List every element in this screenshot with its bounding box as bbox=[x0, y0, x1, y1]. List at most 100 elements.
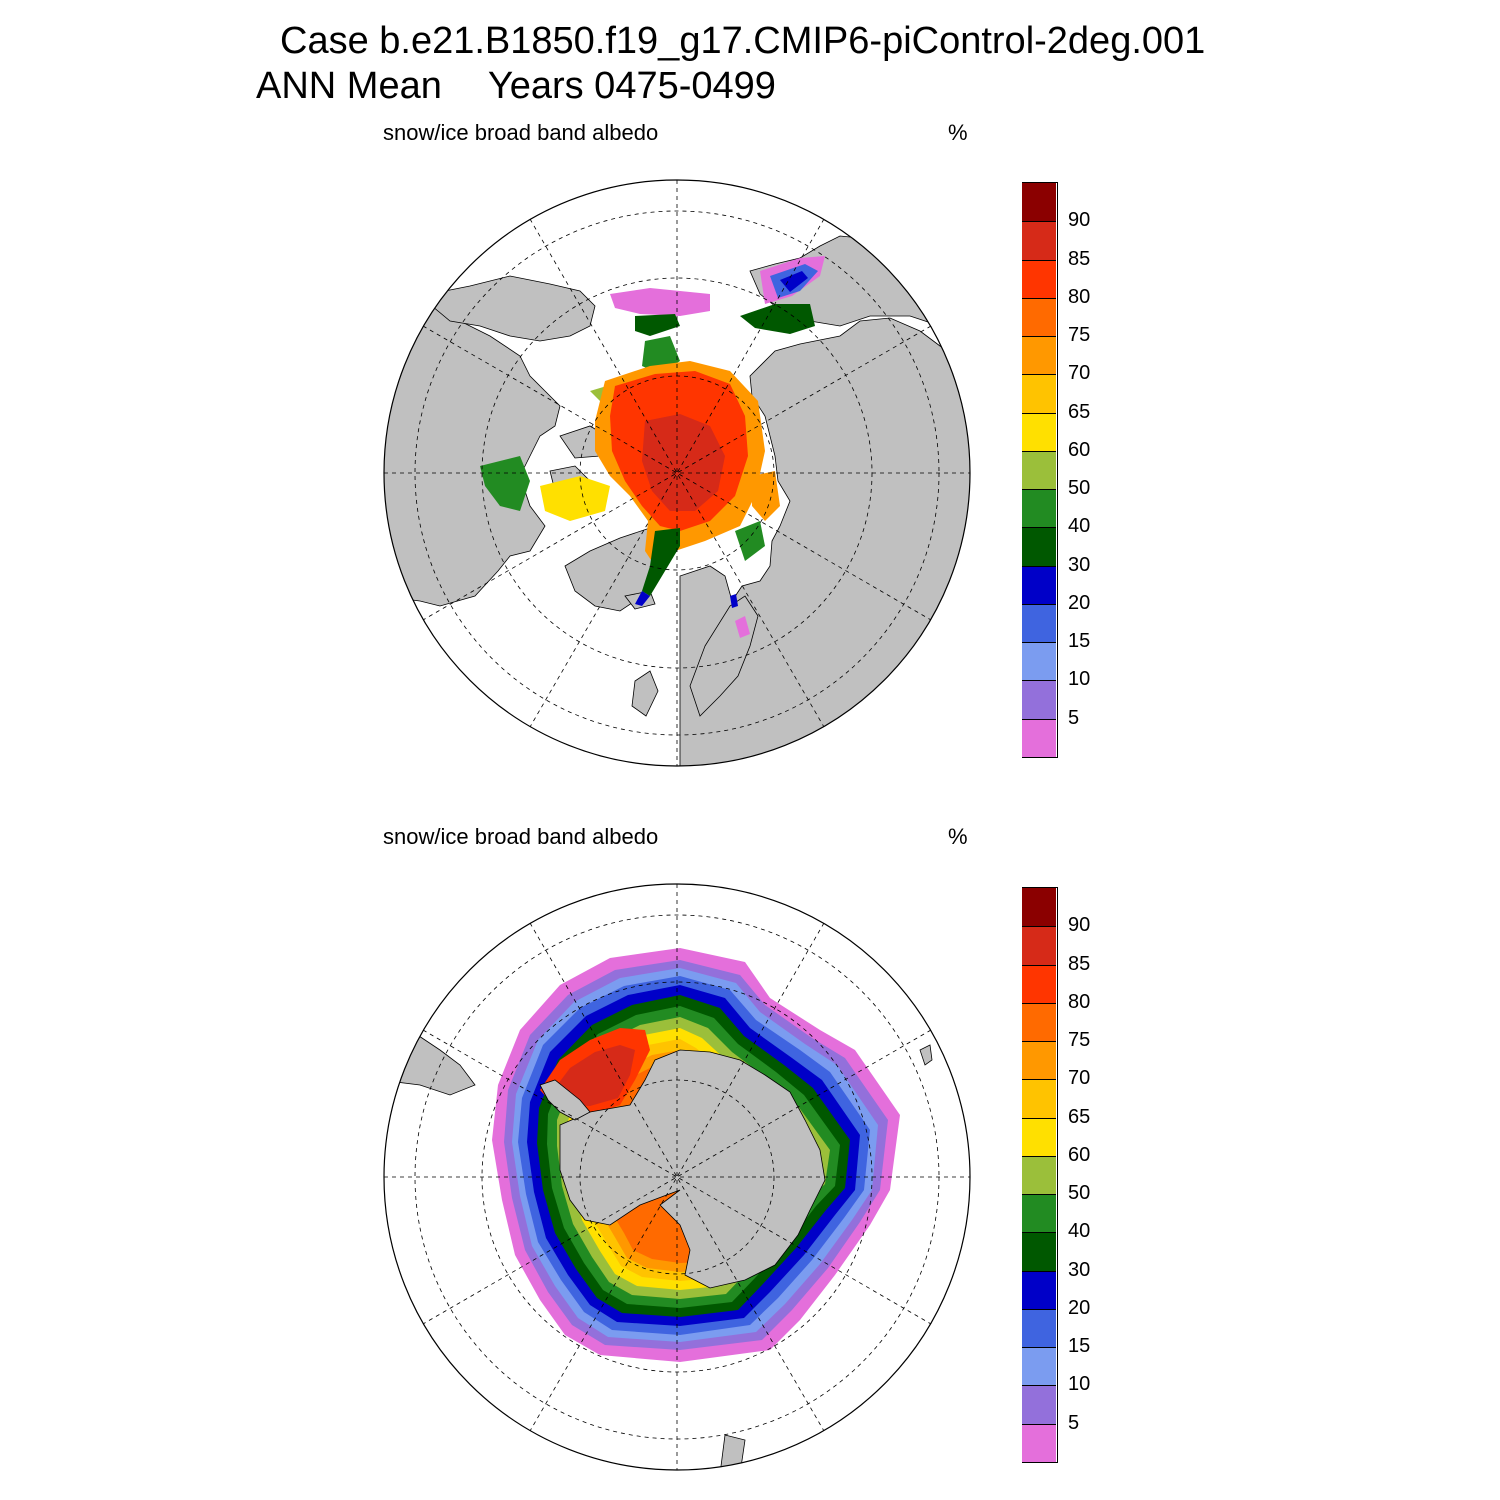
sh-colorbar-divider bbox=[1022, 1041, 1056, 1043]
sh-colorbar-tick-label: 20 bbox=[1068, 1296, 1091, 1319]
nh-colorbar-divider bbox=[1022, 527, 1056, 529]
nh-ice-band-40b bbox=[635, 314, 680, 336]
nh-colorbar-tick-label: 30 bbox=[1068, 553, 1091, 576]
nh-ice-band-40 bbox=[740, 304, 815, 334]
nh-colorbar-tick-label: 15 bbox=[1068, 630, 1091, 653]
sh-colorbar-swatch bbox=[1022, 1041, 1056, 1080]
sh-colorbar-swatch bbox=[1022, 888, 1056, 927]
nh-colorbar-divider bbox=[1022, 412, 1056, 414]
nh-colorbar-tick-label: 60 bbox=[1068, 438, 1091, 461]
sh-colorbar-divider bbox=[1022, 1232, 1056, 1234]
nh-colorbar-divider bbox=[1022, 336, 1056, 338]
sh-colorbar-swatch bbox=[1022, 1308, 1056, 1348]
nh-ice-band-45 bbox=[480, 456, 530, 511]
nh-colorbar-swatch bbox=[1022, 297, 1056, 337]
sh-colorbar-tick-label: 80 bbox=[1068, 990, 1091, 1013]
nh-graticule bbox=[384, 180, 970, 766]
sh-colorbar-tick-label: 90 bbox=[1068, 914, 1091, 937]
sh-graticule bbox=[384, 884, 970, 1470]
sh-colorbar-swatch bbox=[1022, 1385, 1056, 1424]
nh-colorbar-tick-label: 10 bbox=[1068, 668, 1091, 691]
sh-colorbar-tick-label: 50 bbox=[1068, 1182, 1091, 1205]
nh-colorbar-swatch bbox=[1022, 718, 1056, 757]
nh-colorbar-swatch bbox=[1022, 412, 1056, 451]
sh-colorbar-swatch bbox=[1022, 1270, 1056, 1309]
nh-colorbar-tick-label: 75 bbox=[1068, 324, 1091, 347]
sh-colorbar-tick-label: 85 bbox=[1068, 952, 1091, 975]
nh-colorbar-tick-label: 50 bbox=[1068, 477, 1091, 500]
nh-colorbar-divider bbox=[1022, 603, 1056, 605]
sh-colorbar-swatch bbox=[1022, 1079, 1056, 1118]
nh-ice-band-40c bbox=[735, 521, 765, 561]
season-label: ANN Mean bbox=[256, 65, 442, 107]
nh-colorbar-divider bbox=[1022, 680, 1056, 682]
nh-colorbar-divider bbox=[1022, 221, 1056, 223]
nh-colorbar-swatch bbox=[1022, 565, 1056, 604]
sh-colorbar-divider bbox=[1022, 1079, 1056, 1081]
nh-colorbar-tick-label: 70 bbox=[1068, 362, 1091, 385]
sh-ice-band-90 bbox=[552, 1045, 635, 1106]
sh-polar-map bbox=[383, 883, 971, 1471]
nh-colorbar-divider bbox=[1022, 450, 1056, 452]
nh-colorbar-tick-label: 5 bbox=[1068, 706, 1080, 729]
sh-colorbar-divider bbox=[1022, 1385, 1056, 1387]
sh-colorbar-tick-label: 70 bbox=[1068, 1067, 1091, 1090]
nh-colorbar-swatch bbox=[1022, 221, 1056, 260]
sh-colorbar-tick-label: 40 bbox=[1068, 1220, 1091, 1243]
nh-colorbar-tick-label: 90 bbox=[1068, 209, 1091, 232]
nh-colorbar-divider bbox=[1022, 259, 1056, 261]
sh-colorbar-tick-label: 75 bbox=[1068, 1029, 1091, 1052]
sh-colorbar-swatch bbox=[1022, 1347, 1056, 1386]
nh-colorbar-swatch bbox=[1022, 603, 1056, 643]
nh-colorbar-swatch bbox=[1022, 527, 1056, 566]
nh-colorbar-divider bbox=[1022, 297, 1056, 299]
sh-colorbar-swatch bbox=[1022, 964, 1056, 1003]
sh-colorbar-swatch bbox=[1022, 1155, 1056, 1195]
nh-colorbar-tick-label: 40 bbox=[1068, 515, 1091, 538]
nh-polar-map bbox=[383, 179, 971, 767]
sh-colorbar-divider bbox=[1022, 1423, 1056, 1425]
sh-colorbar-swatch bbox=[1022, 1423, 1056, 1462]
sh-map-border bbox=[383, 883, 971, 1471]
sh-colorbar-divider bbox=[1022, 1117, 1056, 1119]
sh-colorbar-divider bbox=[1022, 926, 1056, 928]
nh-map-border bbox=[383, 179, 971, 767]
sh-colorbar-swatch bbox=[1022, 1194, 1056, 1233]
nh-colorbar-swatch bbox=[1022, 374, 1056, 413]
nh-units-label: % bbox=[948, 120, 968, 145]
case-title: Case b.e21.B1850.f19_g17.CMIP6-piControl… bbox=[280, 20, 1206, 62]
nh-colorbar-swatch bbox=[1022, 450, 1056, 490]
nh-sea-ice bbox=[480, 256, 825, 638]
sh-colorbar-divider bbox=[1022, 1155, 1056, 1157]
sh-colorbar-divider bbox=[1022, 1270, 1056, 1272]
nh-ice-band-70 bbox=[752, 471, 780, 521]
nh-colorbar-swatch bbox=[1022, 680, 1056, 719]
nh-colorbar-tick-label: 80 bbox=[1068, 285, 1091, 308]
sh-colorbar-swatch bbox=[1022, 1232, 1056, 1271]
nh-colorbar-divider bbox=[1022, 718, 1056, 720]
nh-ice-band-35 bbox=[642, 528, 680, 596]
nh-colorbar-divider bbox=[1022, 565, 1056, 567]
nh-ice-band-5 bbox=[610, 288, 710, 316]
nh-ice-band-20b bbox=[635, 591, 650, 606]
nh-colorbar-swatch bbox=[1022, 259, 1056, 298]
sh-colorbar-tick-label: 5 bbox=[1068, 1411, 1080, 1434]
sh-colorbar-tick-label: 10 bbox=[1068, 1373, 1091, 1396]
sh-variable-label: snow/ice broad band albedo bbox=[383, 824, 659, 849]
nh-colorbar-swatch bbox=[1022, 642, 1056, 681]
nh-variable-label: snow/ice broad band albedo bbox=[383, 120, 659, 145]
nh-colorbar-tick-label: 65 bbox=[1068, 400, 1091, 423]
nh-colorbar-divider bbox=[1022, 489, 1056, 491]
sh-colorbar-divider bbox=[1022, 1308, 1056, 1310]
nh-colorbar-tick-label: 20 bbox=[1068, 591, 1091, 614]
sh-colorbar-tick-label: 15 bbox=[1068, 1335, 1091, 1358]
nh-ice-band-20c bbox=[730, 594, 738, 608]
nh-colorbar-divider bbox=[1022, 374, 1056, 376]
sh-colorbar-divider bbox=[1022, 1002, 1056, 1004]
sh-colorbar-swatch bbox=[1022, 926, 1056, 965]
sh-colorbar-tick-label: 60 bbox=[1068, 1143, 1091, 1166]
nh-colorbar-tick-label: 85 bbox=[1068, 247, 1091, 270]
nh-ice-band-30 bbox=[780, 271, 808, 292]
nh-ice-band-5c bbox=[735, 616, 750, 638]
sh-colorbar-divider bbox=[1022, 1194, 1056, 1196]
